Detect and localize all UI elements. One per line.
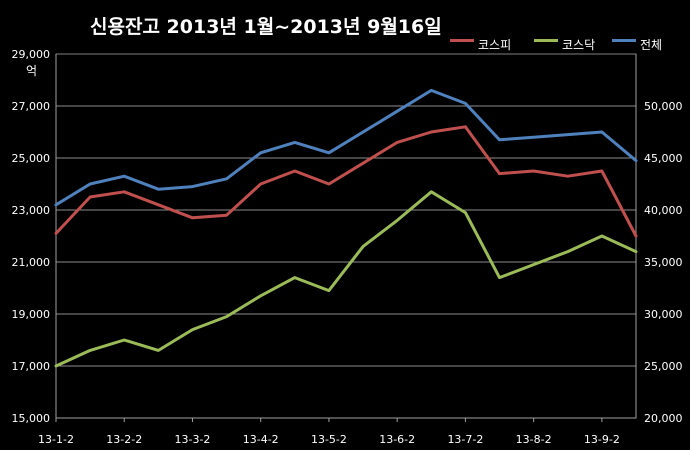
y-right-tick-label: 40,000 (644, 204, 683, 217)
left-axis-unit: 억 (26, 64, 38, 78)
y-left-tick-label: 17,000 (12, 360, 51, 373)
plot-area (55, 53, 637, 419)
legend-label-kospi: 코스피 (478, 38, 512, 52)
y-right-tick-label: 20,000 (644, 412, 683, 425)
y-right-tick-label: 35,000 (644, 256, 683, 269)
series-line-0 (54, 125, 638, 238)
y-left-tick-label: 15,000 (12, 412, 51, 425)
y-right-tick-label: 50,000 (644, 100, 683, 113)
legend-label-kosdaq: 코스닥 (562, 38, 596, 52)
x-tick-label: 13-9-2 (584, 433, 620, 446)
x-tick-label: 13-7-2 (447, 433, 483, 446)
tick-labels: 15,000 17,000 19,000 21,000 23,000 25,000 27,0… (12, 48, 683, 446)
x-tick-label: 13-8-2 (516, 433, 552, 446)
legend-swatch-kosdaq (534, 39, 558, 42)
chart-title: 신용잔고 2013년 1월~2013년 9월16일 (90, 16, 442, 38)
y-right-tick-label: 25,000 (644, 360, 683, 373)
y-left-tick-label: 19,000 (12, 308, 51, 321)
gridlines (55, 53, 637, 419)
legend-swatch-total (612, 39, 636, 42)
y-left-tick-label: 23,000 (12, 204, 51, 217)
x-tick-label: 13-5-2 (311, 433, 347, 446)
x-tick-label: 13-3-2 (175, 433, 211, 446)
y-left-tick-label: 27,000 (12, 100, 51, 113)
series-line-1 (54, 190, 638, 368)
series-lines (54, 88, 638, 368)
x-tick-label: 13-4-2 (243, 433, 279, 446)
x-tick-label: 13-6-2 (379, 433, 415, 446)
axes (55, 54, 637, 422)
y-left-tick-label: 29,000 (12, 48, 51, 61)
y-left-tick-label: 21,000 (12, 256, 51, 269)
y-right-tick-label: 30,000 (644, 308, 683, 321)
legend: 코스피 코스닥 전체 (440, 36, 690, 54)
y-left-tick-label: 25,000 (12, 152, 51, 165)
x-tick-label: 13-1-2 (38, 433, 74, 446)
y-right-tick-label: 45,000 (644, 152, 683, 165)
legend-swatch-kospi (450, 39, 474, 42)
series-line-2 (54, 88, 638, 207)
x-tick-label: 13-2-2 (106, 433, 142, 446)
legend-label-total: 전체 (640, 38, 663, 52)
